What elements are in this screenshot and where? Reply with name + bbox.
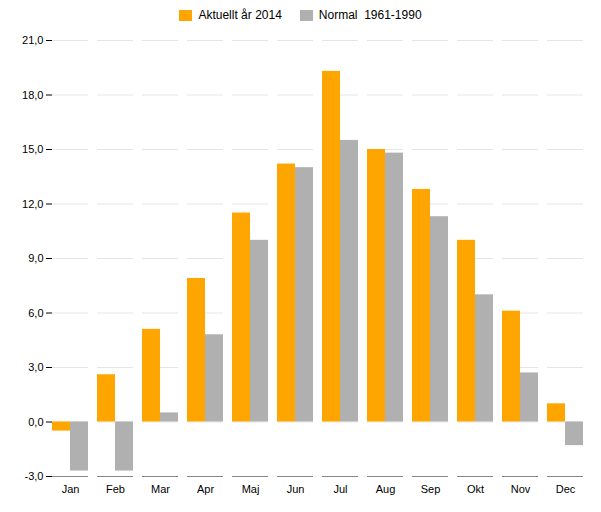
svg-text:3,0: 3,0 — [28, 361, 43, 373]
svg-text:15,0: 15,0 — [22, 143, 43, 155]
svg-text:0,0: 0,0 — [28, 416, 43, 428]
svg-text:Maj: Maj — [242, 483, 260, 495]
svg-text:Jan: Jan — [62, 483, 80, 495]
svg-text:Apr: Apr — [197, 483, 214, 495]
svg-text:21,0: 21,0 — [22, 34, 43, 46]
svg-text:Jul: Jul — [333, 483, 347, 495]
svg-text:12,0: 12,0 — [22, 198, 43, 210]
svg-text:Aug: Aug — [376, 483, 396, 495]
svg-text:Nov: Nov — [511, 483, 531, 495]
svg-text:Okt: Okt — [467, 483, 484, 495]
svg-text:-3,0: -3,0 — [25, 470, 44, 482]
html-text:Normal 1961-1990: Normal 1961-1990 — [318, 8, 422, 22]
svg-text:6,0: 6,0 — [28, 307, 43, 319]
svg-text:9,0: 9,0 — [28, 252, 43, 264]
svg-text:Mar: Mar — [151, 483, 170, 495]
svg-text:Dec: Dec — [556, 483, 576, 495]
html-text:Aktuellt år 2014: Aktuellt år 2014 — [198, 8, 282, 22]
svg-text:18,0: 18,0 — [22, 89, 43, 101]
svg-text:Jun: Jun — [287, 483, 305, 495]
svg-text:Feb: Feb — [106, 483, 125, 495]
svg-text:Sep: Sep — [421, 483, 441, 495]
